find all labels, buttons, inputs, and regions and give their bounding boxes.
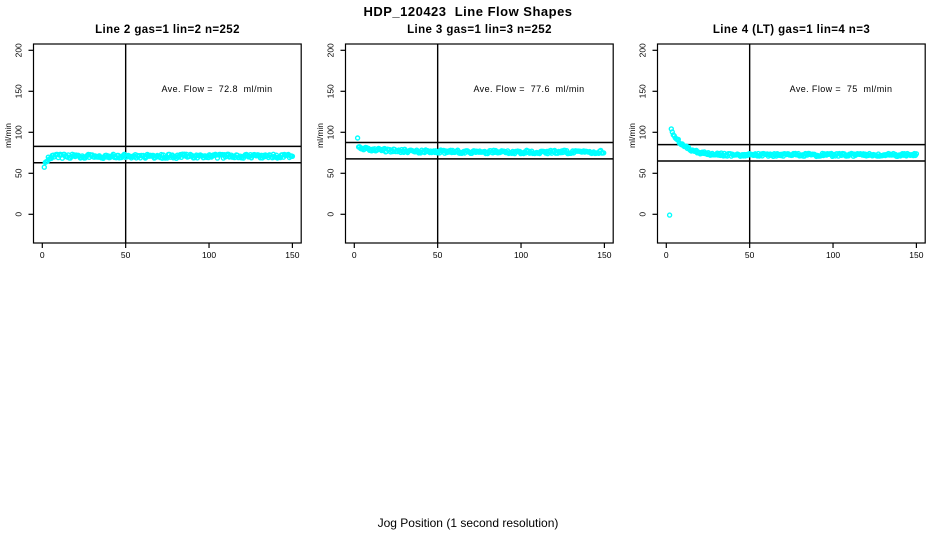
x-tick-label: 150: [285, 250, 299, 260]
data-point: [41, 164, 47, 170]
y-tick-label: 0: [638, 212, 648, 217]
y-tick-label: 100: [638, 125, 648, 139]
panel-1-ave-flow-annotation: Ave. Flow = 72.8 ml/min: [161, 84, 273, 94]
panel-3: 0 50 100 150 0 50 100 150 200 ml/min: [627, 43, 926, 260]
figure-title: HDP_120423 Line Flow Shapes: [363, 4, 573, 19]
y-tick-label: 150: [14, 84, 24, 98]
x-tick-label: 0: [40, 250, 45, 260]
y-tick-label: 100: [14, 125, 24, 139]
y-tick-label: 50: [14, 168, 24, 178]
y-tick-label: 200: [638, 43, 648, 57]
y-tick-label: 200: [326, 43, 336, 57]
panel-1: 0 50 100 150 0 50 100 150 200 ml/min: [3, 43, 302, 260]
panel-2-ave-flow-annotation: Ave. Flow = 77.6 ml/min: [473, 84, 585, 94]
y-tick-label: 200: [14, 43, 24, 57]
x-tick-label: 50: [433, 250, 443, 260]
data-point: [601, 150, 607, 156]
data-points: [41, 151, 296, 170]
y-tick-label: 0: [14, 212, 24, 217]
x-tick-label: 150: [597, 250, 611, 260]
x-tick-label: 50: [745, 250, 755, 260]
data-point: [289, 153, 296, 160]
x-tick-label: 100: [202, 250, 216, 260]
y-tick-label: 0: [326, 212, 336, 217]
x-tick-label: 100: [514, 250, 528, 260]
panel-3-ave-flow-annotation: Ave. Flow = 75 ml/min: [789, 84, 893, 94]
y-axis-label: ml/min: [3, 123, 13, 148]
x-axis-label: Jog Position (1 second resolution): [377, 516, 559, 530]
plot-box: [32, 43, 302, 244]
data-points: [666, 126, 920, 218]
y-tick-label: 150: [638, 84, 648, 98]
panel-2: 0 50 100 150 0 50 100 150 200 ml/min: [315, 43, 614, 260]
data-point: [666, 212, 673, 218]
y-axis-label: ml/min: [315, 123, 325, 148]
data-point: [354, 135, 361, 141]
data-point: [669, 129, 675, 135]
x-tick-label: 150: [909, 250, 923, 260]
x-tick-label: 0: [352, 250, 357, 260]
y-tick-label: 100: [326, 125, 336, 139]
data-point: [913, 151, 920, 157]
y-axis-label: ml/min: [627, 123, 637, 148]
y-tick-label: 150: [326, 84, 336, 98]
x-tick-label: 100: [826, 250, 840, 260]
plot-box: [344, 43, 614, 244]
y-tick-label: 50: [326, 168, 336, 178]
x-tick-label: 0: [664, 250, 669, 260]
x-tick-label: 50: [121, 250, 131, 260]
plot-box: [656, 43, 926, 244]
y-tick-label: 50: [638, 168, 648, 178]
panel-2-title: Line 3 gas=1 lin=3 n=252: [407, 24, 552, 36]
data-points: [354, 135, 607, 157]
panel-1-title: Line 2 gas=1 lin=2 n=252: [95, 24, 240, 36]
panel-3-title: Line 4 (LT) gas=1 lin=4 n=3: [712, 24, 871, 36]
